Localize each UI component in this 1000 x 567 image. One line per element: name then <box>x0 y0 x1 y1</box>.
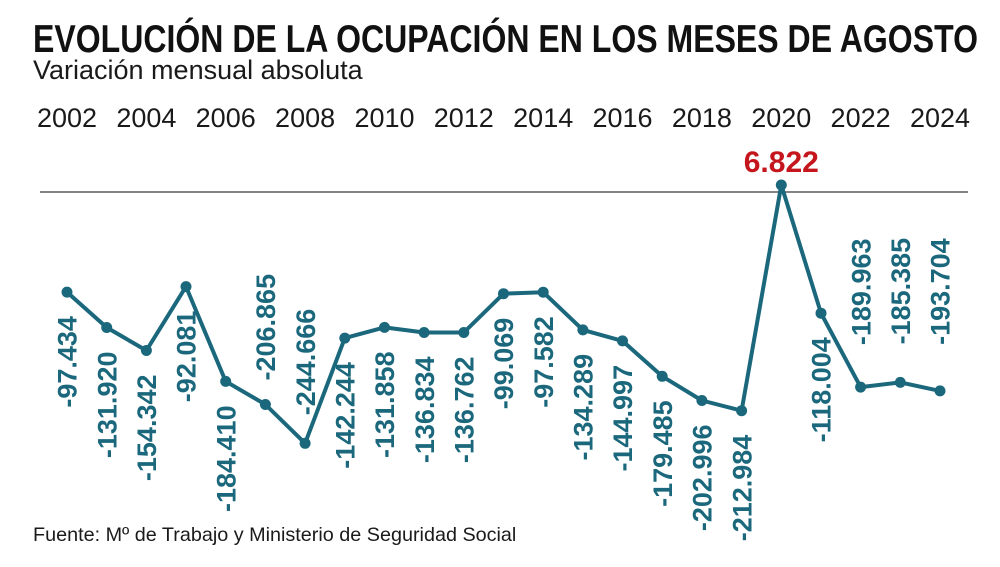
x-axis-tick-labels: 2002 2004 2006 2008 2010 2012 2014 2016 2018 2020… <box>37 103 970 133</box>
data-point <box>339 332 351 344</box>
x-tick-label: 2010 <box>354 103 414 133</box>
data-point <box>736 405 748 417</box>
data-point <box>140 345 152 356</box>
data-point <box>815 307 827 319</box>
data-point <box>894 376 906 388</box>
x-tick-label: 2016 <box>592 103 652 133</box>
data-point <box>379 321 390 333</box>
data-point <box>498 288 509 300</box>
data-point <box>934 385 946 397</box>
data-label: -184.410 <box>211 405 241 512</box>
source-note: Fuente: Mº de Trabajo y Ministerio de Se… <box>33 524 516 546</box>
data-label: -185.385 <box>886 238 916 345</box>
data-label: -134.289 <box>569 354 599 461</box>
data-point <box>656 370 668 382</box>
data-label: -136.834 <box>410 357 440 464</box>
data-point <box>101 322 113 333</box>
data-point <box>259 399 271 410</box>
data-point <box>617 335 628 347</box>
data-point <box>458 327 470 338</box>
data-label: -97.582 <box>529 316 559 408</box>
data-label: -206.865 <box>251 274 281 381</box>
data-label: -118.004 <box>807 337 837 442</box>
data-point <box>61 286 73 298</box>
data-point <box>220 375 232 387</box>
data-label: -131.858 <box>370 351 400 458</box>
data-labels-group: -97.434 -131.920 -154.342 -92.081 -184.410 -2… <box>53 146 956 541</box>
chart-title: EVOLUCIÓN DE LA OCUPACIÓN EN LOS MESES D… <box>33 17 978 61</box>
data-label: -202.996 <box>688 425 718 532</box>
chart-subtitle: Variación mensual absoluta <box>33 55 364 85</box>
data-label: -244.666 <box>291 309 321 416</box>
data-label: -179.485 <box>648 400 678 507</box>
data-point <box>855 381 867 393</box>
data-label: -142.244 <box>331 362 361 469</box>
x-tick-label: 2012 <box>434 103 494 133</box>
data-label: -193.704 <box>926 238 956 345</box>
x-tick-label: 2020 <box>751 103 811 133</box>
data-point <box>418 327 430 338</box>
data-point <box>775 179 787 191</box>
data-point <box>577 324 589 336</box>
data-label: -92.081 <box>172 311 202 403</box>
x-tick-label: 2006 <box>196 103 256 133</box>
data-label: -131.920 <box>92 352 122 459</box>
x-tick-label: 2008 <box>275 103 335 133</box>
x-tick-label: 2018 <box>672 103 732 133</box>
data-label: -144.997 <box>608 365 638 472</box>
data-point <box>537 286 549 298</box>
data-label: -212.984 <box>727 435 757 542</box>
data-point <box>696 395 708 406</box>
data-label: -189.963 <box>846 239 876 346</box>
data-label-highlight: 6.822 <box>744 146 819 179</box>
series-group <box>61 179 946 449</box>
x-tick-label: 2024 <box>910 103 970 133</box>
data-point <box>180 281 192 293</box>
data-label: -99.069 <box>489 318 519 410</box>
data-label: -97.434 <box>53 316 83 408</box>
x-tick-label: 2022 <box>831 103 891 133</box>
data-label: -136.762 <box>450 357 480 464</box>
x-tick-label: 2002 <box>37 103 97 133</box>
data-point <box>299 437 311 449</box>
x-tick-label: 2014 <box>513 103 573 133</box>
data-label: -154.342 <box>132 375 162 482</box>
x-tick-label: 2004 <box>116 103 176 133</box>
